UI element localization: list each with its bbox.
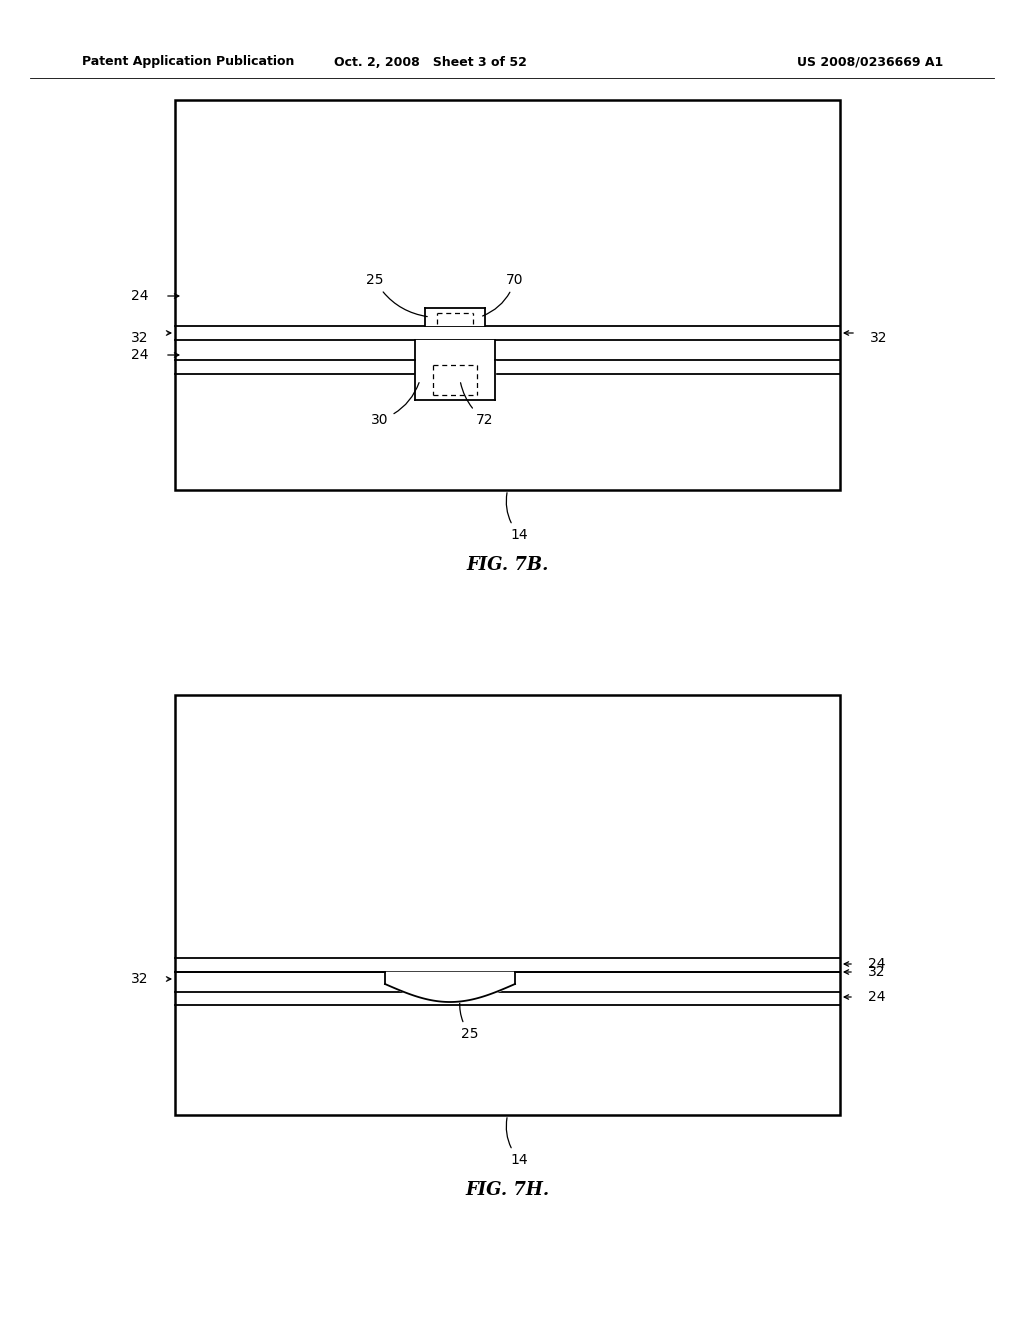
Text: 24: 24 bbox=[130, 348, 148, 362]
Text: 24: 24 bbox=[868, 957, 886, 972]
Text: Oct. 2, 2008   Sheet 3 of 52: Oct. 2, 2008 Sheet 3 of 52 bbox=[334, 55, 526, 69]
Text: 25: 25 bbox=[460, 1001, 479, 1041]
Text: 14: 14 bbox=[506, 492, 528, 543]
Text: 32: 32 bbox=[868, 965, 886, 979]
Text: 14: 14 bbox=[506, 1118, 528, 1167]
Text: 70: 70 bbox=[482, 273, 523, 315]
Text: 32: 32 bbox=[130, 972, 148, 986]
Text: FIG. 7H.: FIG. 7H. bbox=[466, 1181, 550, 1199]
Text: 30: 30 bbox=[372, 383, 419, 426]
Text: US 2008/0236669 A1: US 2008/0236669 A1 bbox=[797, 55, 943, 69]
Bar bbox=[175, 100, 840, 490]
Text: Patent Application Publication: Patent Application Publication bbox=[82, 55, 294, 69]
Bar bbox=[415, 341, 495, 360]
Text: 32: 32 bbox=[130, 331, 148, 345]
Bar bbox=[425, 308, 485, 326]
Text: 25: 25 bbox=[367, 273, 427, 317]
Bar bbox=[175, 696, 840, 1115]
Text: 24: 24 bbox=[868, 990, 886, 1005]
Text: 32: 32 bbox=[870, 331, 888, 345]
Text: 72: 72 bbox=[461, 383, 494, 426]
Text: 24: 24 bbox=[130, 289, 148, 304]
Text: FIG. 7B.: FIG. 7B. bbox=[466, 556, 549, 574]
